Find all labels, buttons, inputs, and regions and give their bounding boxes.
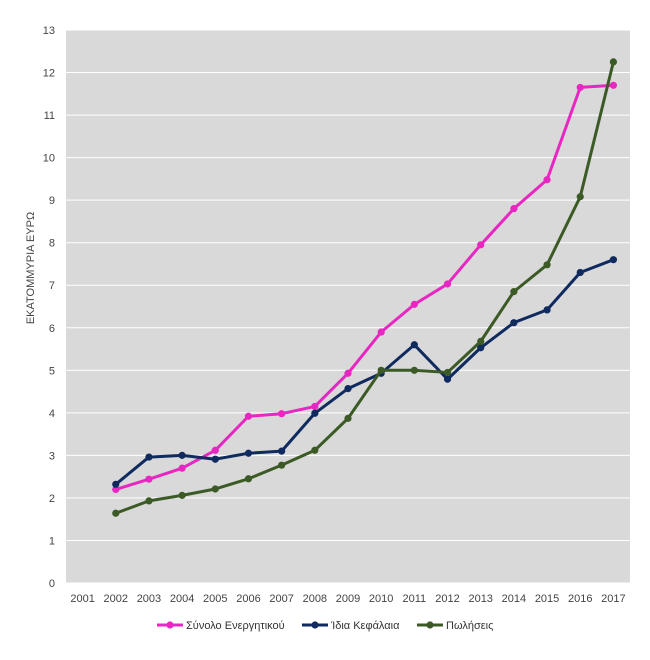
data-point [543, 176, 551, 184]
y-tick-label: 7 [49, 280, 55, 292]
legend-item: Ίδια Κεφάλαια [302, 620, 400, 632]
data-point [443, 375, 452, 383]
x-tick-label: 2004 [170, 593, 194, 605]
x-tick-label: 2003 [137, 593, 161, 605]
series-line [115, 61, 615, 515]
data-point [244, 449, 253, 457]
data-point [145, 497, 153, 505]
legend-item: Πωλήσεις [417, 620, 493, 632]
series-lines [112, 58, 618, 517]
data-point [510, 319, 518, 327]
data-point [112, 509, 120, 517]
data-point [609, 81, 618, 89]
data-point [410, 300, 418, 308]
legend-marker [426, 621, 434, 629]
y-tick-label: 2 [49, 493, 55, 505]
x-tick-label: 2011 [403, 593, 427, 605]
x-axis-ticks: 2001 2002 2003 2004 2005 2006 2007 2008 2009 2010… [70, 593, 625, 605]
data-point [112, 480, 120, 488]
y-tick-label: 6 [49, 323, 55, 335]
data-point [244, 475, 253, 483]
legend-item: Σύνολο Ενεργητικού [157, 620, 285, 632]
data-point [377, 366, 385, 374]
x-tick-label: 2009 [336, 593, 360, 605]
data-point [609, 58, 618, 66]
data-point [344, 414, 352, 422]
data-point [311, 409, 319, 417]
data-point [543, 261, 551, 269]
data-point [178, 451, 186, 459]
data-point [576, 193, 584, 201]
y-tick-label: 1 [49, 535, 55, 547]
data-point [178, 464, 186, 472]
data-point [609, 256, 618, 264]
x-tick-label: 2013 [468, 593, 492, 605]
legend-marker [311, 621, 319, 629]
series-line [115, 83, 614, 491]
x-tick-label: 2008 [303, 593, 327, 605]
legend-marker [166, 621, 174, 629]
data-point [576, 268, 584, 277]
legend-label: Σύνολο Ενεργητικού [186, 620, 285, 632]
data-point [211, 485, 219, 493]
data-point [510, 288, 518, 296]
y-tick-label: 0 [49, 578, 55, 590]
x-tick-label: 2015 [535, 593, 559, 605]
x-tick-label: 2017 [601, 593, 625, 605]
data-point [510, 205, 518, 213]
data-point [178, 491, 186, 499]
y-tick-label: 12 [43, 68, 55, 80]
data-point [311, 402, 319, 411]
data-point [477, 337, 485, 345]
data-point [278, 410, 286, 418]
data-point [477, 241, 485, 249]
data-point [145, 475, 153, 483]
x-tick-label: 2014 [502, 593, 526, 605]
plot-area [66, 30, 630, 583]
y-axis-title: ΕΚΑΤΟΜΜΥΡΙΑ ΕΥΡΩ [25, 212, 37, 324]
data-point [344, 384, 352, 393]
data-point [278, 461, 286, 469]
y-tick-label: 10 [43, 153, 55, 165]
x-tick-label: 2002 [104, 593, 128, 605]
data-point [576, 83, 584, 92]
data-point [443, 280, 452, 288]
y-tick-label: 13 [43, 25, 55, 37]
data-point [344, 369, 352, 377]
x-tick-label: 2007 [269, 593, 293, 605]
data-point [410, 341, 418, 349]
y-tick-label: 11 [44, 110, 55, 122]
legend: Σύνολο Ενεργητικού Ίδια Κεφάλαια Πωλήσεις [157, 620, 493, 632]
y-tick-label: 8 [49, 238, 55, 250]
data-point [477, 344, 485, 352]
data-point [377, 328, 385, 336]
y-tick-label: 4 [49, 408, 55, 420]
data-point [410, 366, 418, 374]
data-point [543, 306, 551, 314]
x-tick-label: 2012 [435, 593, 459, 605]
legend-label: Πωλήσεις [446, 620, 493, 632]
series-1 [112, 81, 618, 494]
data-point [145, 453, 153, 461]
series-3 [112, 58, 618, 517]
series-line [114, 258, 614, 486]
data-point [278, 447, 286, 455]
x-tick-label: 2010 [369, 593, 393, 605]
y-tick-label: 5 [49, 365, 55, 377]
legend-label: Ίδια Κεφάλαια [330, 620, 400, 632]
y-tick-label: 9 [49, 195, 55, 207]
x-tick-label: 2016 [568, 593, 592, 605]
x-tick-label: 2005 [203, 593, 227, 605]
x-tick-label: 2006 [236, 593, 260, 605]
data-point [211, 446, 219, 454]
data-point [211, 455, 219, 463]
data-point [311, 446, 319, 454]
data-point [244, 412, 253, 420]
data-point [443, 368, 452, 377]
data-point [112, 485, 120, 494]
y-tick-label: 3 [49, 450, 55, 462]
x-tick-label: 2001 [70, 593, 94, 605]
